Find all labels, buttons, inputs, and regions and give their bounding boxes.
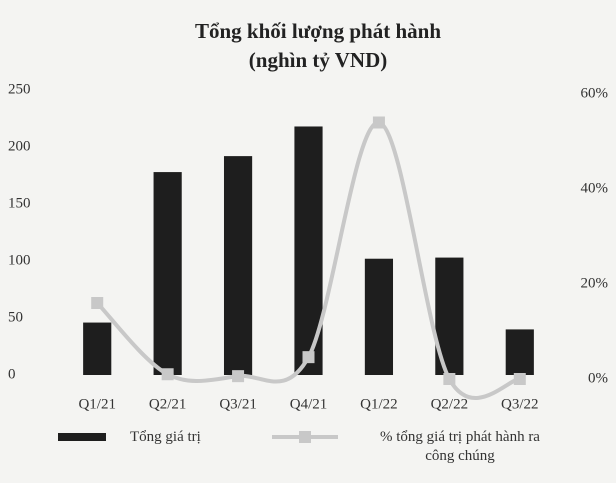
x-tick-label: Q3/22	[501, 396, 539, 412]
chart-subtitle: (nghìn tỷ VND)	[249, 48, 387, 72]
y2-tick-label: 60%	[581, 85, 609, 101]
y-tick-label: 250	[8, 81, 31, 97]
line-marker	[513, 373, 526, 385]
y2-tick-label: 40%	[581, 180, 609, 196]
line-marker	[302, 351, 315, 364]
x-tick-label: Q1/21	[78, 396, 116, 412]
bar	[83, 322, 112, 375]
line-marker	[443, 373, 456, 385]
x-tick-label: Q2/21	[149, 396, 187, 412]
line-marker	[232, 370, 245, 383]
y2-tick-label: 0%	[588, 370, 608, 386]
line-marker	[91, 297, 104, 309]
y2-tick-label: 20%	[581, 275, 609, 291]
y-tick-label: 100	[8, 252, 31, 268]
y-tick-label: 50	[8, 309, 23, 325]
bar	[505, 329, 534, 375]
legend-swatch	[299, 431, 311, 443]
bar	[223, 156, 253, 375]
x-tick-label: Q1/22	[360, 396, 398, 412]
x-tick-label: Q3/21	[219, 396, 257, 412]
y-tick-label: 0	[8, 366, 16, 382]
chart-title: Tổng khối lượng phát hành	[195, 19, 441, 43]
legend-label: % tổng giá trị phát hành ra công chúng	[380, 429, 540, 464]
bar	[153, 172, 182, 375]
x-tick-label: Q4/21	[290, 396, 328, 412]
line-marker	[161, 368, 174, 381]
y-tick-label: 150	[8, 195, 31, 211]
bar	[364, 258, 394, 375]
legend-label: Tổng giá trị	[130, 429, 201, 445]
legend-swatch	[58, 433, 106, 441]
x-tick-label: Q2/22	[431, 396, 469, 412]
line-marker	[372, 116, 385, 129]
y-tick-label: 200	[8, 138, 31, 154]
